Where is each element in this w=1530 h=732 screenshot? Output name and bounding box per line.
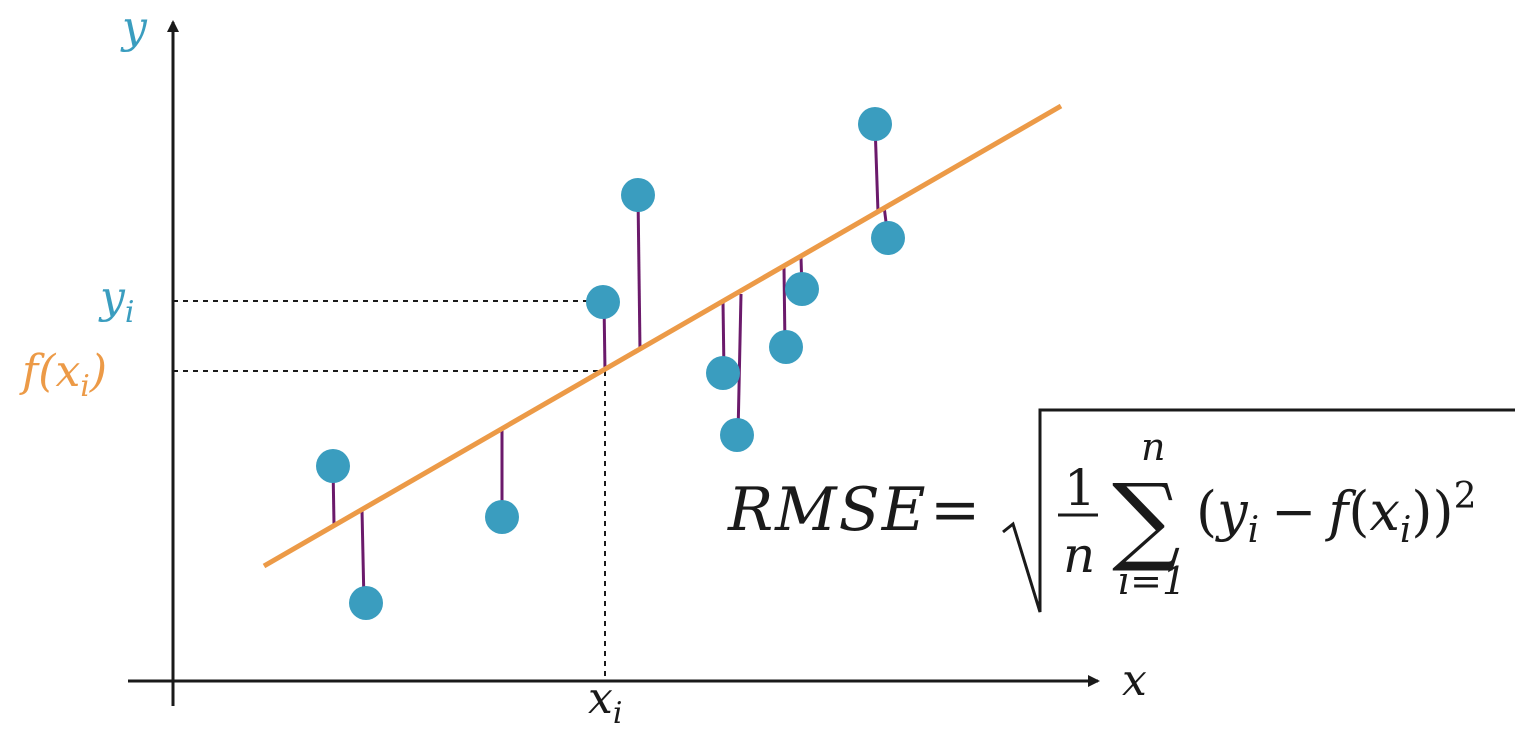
data-point bbox=[720, 418, 754, 452]
residual-line bbox=[636, 194, 642, 351]
regression-line bbox=[262, 103, 1063, 569]
rmse-formula: RMSE = 1 n n ∑ i=1 (yi − f(xi))2 bbox=[727, 408, 1515, 613]
data-point bbox=[349, 586, 383, 620]
yi-tick-label: yi bbox=[98, 272, 134, 330]
xi-tick-label: xi bbox=[588, 673, 622, 731]
radical-sign bbox=[1002, 408, 1515, 613]
fraction-denominator: n bbox=[1063, 526, 1095, 584]
data-point bbox=[316, 449, 350, 483]
data-point bbox=[586, 285, 620, 319]
data-point bbox=[769, 330, 803, 364]
data-point bbox=[706, 356, 740, 390]
residual-line bbox=[736, 293, 743, 436]
data-points bbox=[316, 107, 905, 620]
sum-lower-limit: i=1 bbox=[1118, 559, 1186, 603]
data-point bbox=[858, 107, 892, 141]
formula-lhs: RMSE bbox=[727, 475, 928, 545]
data-point bbox=[621, 178, 655, 212]
formula-term: (yi − f(xi))2 bbox=[1196, 476, 1476, 551]
data-point bbox=[785, 272, 819, 306]
y-axis-label: y bbox=[120, 2, 148, 53]
sum-upper-limit: n bbox=[1141, 425, 1165, 469]
data-point bbox=[871, 221, 905, 255]
x-axis-label: x bbox=[1122, 655, 1147, 706]
fxi-tick-label: f(xi) bbox=[19, 346, 107, 404]
fraction-numerator: 1 bbox=[1064, 459, 1096, 517]
sum-symbol: ∑ bbox=[1112, 463, 1181, 575]
formula-equals: = bbox=[930, 475, 980, 545]
data-point bbox=[485, 500, 519, 534]
